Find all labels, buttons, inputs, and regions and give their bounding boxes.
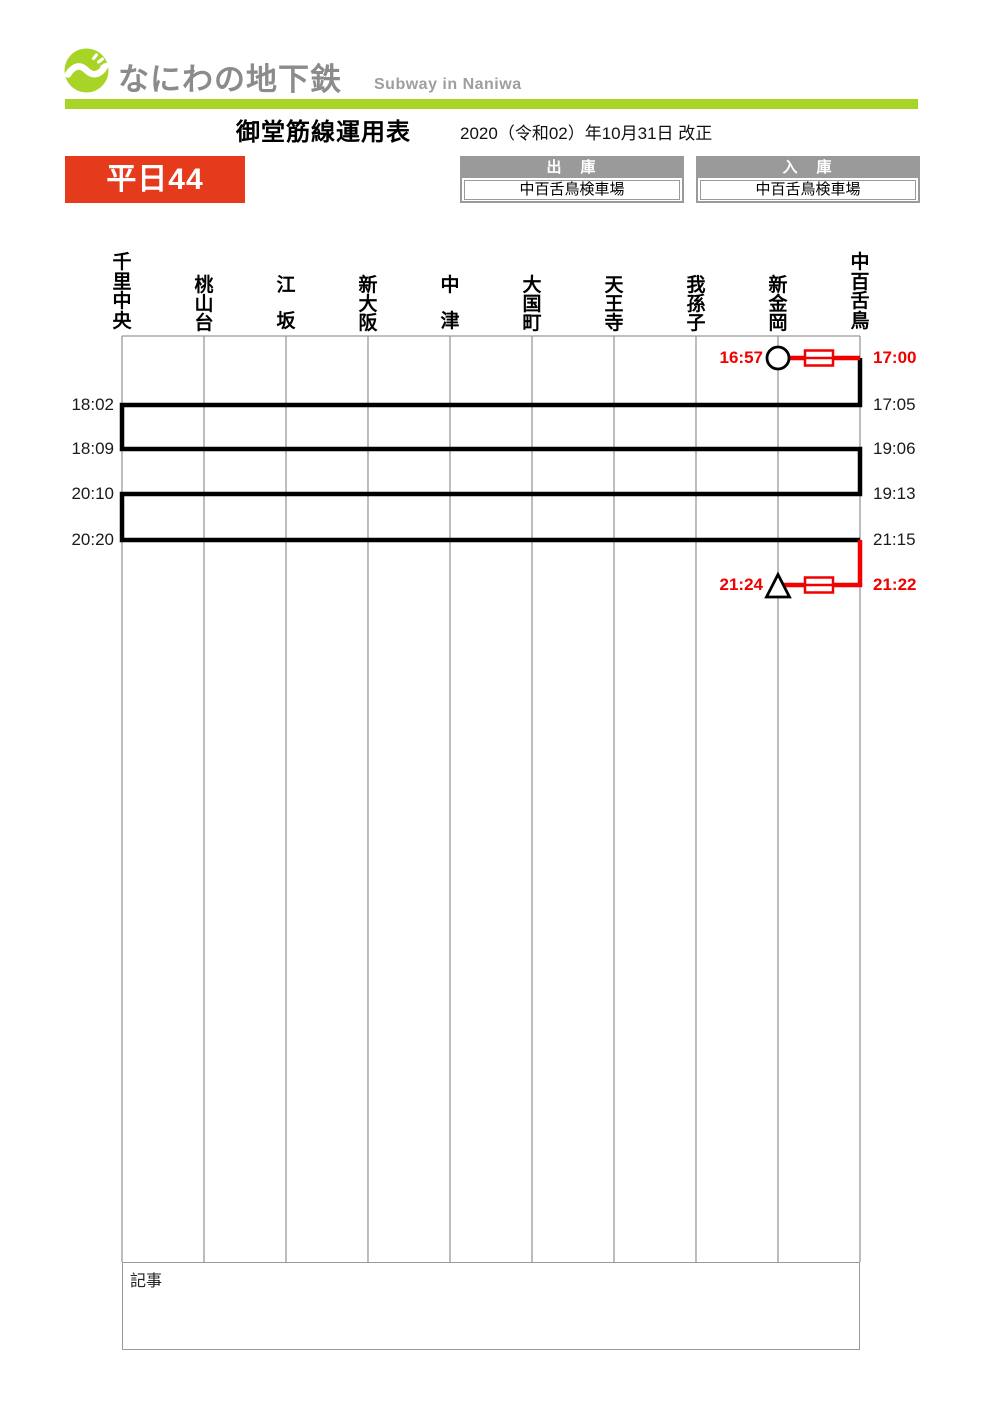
station-label: 江坂 — [276, 275, 296, 332]
time-label: 17:05 — [873, 395, 916, 414]
station-label: 新大阪 — [358, 275, 378, 334]
station-label: 大国町 — [522, 275, 542, 334]
depot-out-value: 中百舌鳥検車場 — [464, 180, 680, 200]
logo-subtitle: Subway in Naniwa — [374, 76, 522, 93]
station-label: 我孫子 — [686, 275, 706, 334]
depot-out-table: 出 庫 中百舌鳥検車場 — [460, 156, 684, 203]
time-label: 16:57 — [719, 348, 763, 367]
time-label: 17:00 — [873, 348, 917, 367]
deadhead-in-line — [778, 540, 863, 588]
station-label: 新金岡 — [768, 275, 788, 334]
time-label: 21:24 — [719, 575, 763, 594]
time-label: 20:10 — [71, 484, 114, 503]
station-label: 桃山台 — [194, 275, 214, 334]
notes-label: 記事 — [130, 1273, 163, 1290]
duty-number-badge: 平日44 — [65, 156, 245, 203]
time-label: 19:13 — [873, 484, 916, 503]
station-gridlines — [121, 336, 861, 1262]
page-title: 御堂筋線運用表 — [236, 119, 411, 146]
trip-path — [119, 358, 863, 543]
subway-logo-icon — [64, 48, 109, 93]
station-label: 天王寺 — [604, 275, 624, 334]
time-label: 21:15 — [873, 530, 916, 549]
depot-in-value: 中百舌鳥検車場 — [700, 180, 916, 200]
depot-out-header: 出 庫 — [462, 158, 682, 178]
time-label: 20:20 — [71, 530, 114, 549]
station-label: 中百舌鳥 — [850, 252, 870, 332]
pull-out-circle-marker — [765, 345, 791, 371]
time-label: 19:06 — [873, 439, 916, 458]
station-label: 中津 — [440, 275, 460, 332]
time-label: 18:02 — [71, 395, 114, 414]
logo-text: なにわの地下鉄 — [118, 62, 342, 97]
header-accent-bar — [65, 99, 918, 109]
station-label: 千里中央 — [112, 252, 132, 332]
depot-box-symbol-in — [803, 576, 835, 594]
depot-in-header: 入 庫 — [698, 158, 918, 178]
depot-in-table: 入 庫 中百舌鳥検車場 — [696, 156, 920, 203]
depot-box-symbol-out — [803, 349, 835, 367]
time-label: 21:22 — [873, 575, 917, 594]
revision-date: 2020（令和02）年10月31日 改正 — [460, 124, 713, 143]
notes-box: 記事 — [122, 1262, 860, 1350]
pull-in-triangle-marker — [764, 571, 792, 599]
time-label: 18:09 — [71, 439, 114, 458]
